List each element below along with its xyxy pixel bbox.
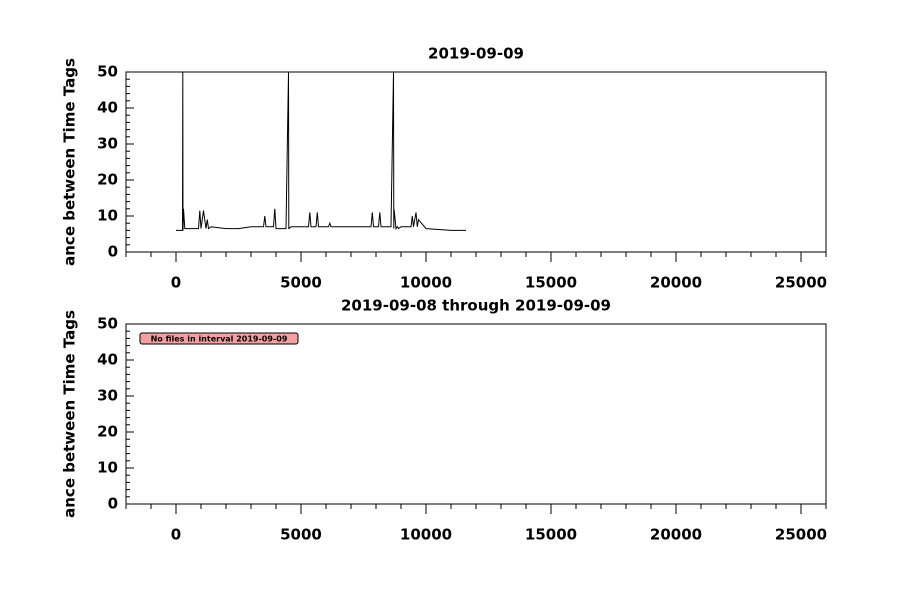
x-tick-label: 15000: [525, 274, 577, 292]
x-tick-label: 10000: [400, 526, 452, 544]
x-tick-label: 25000: [775, 274, 827, 292]
panel-title: 2019-09-08 through 2019-09-09: [341, 297, 611, 315]
y-tick-label: 40: [97, 351, 118, 369]
y-tick-label: 0: [108, 243, 118, 261]
panel-title: 2019-09-09: [428, 45, 524, 63]
panel: 2019-09-09 ance between Time Tags 0 10 20 30 4…: [61, 45, 828, 292]
x-tick-label: 0: [171, 274, 181, 292]
y-tick-label: 50: [97, 63, 118, 81]
y-axis-label: ance between Time Tags: [61, 310, 79, 518]
x-tick-label: 5000: [280, 274, 322, 292]
x-tick-label: 5000: [280, 526, 322, 544]
y-axis-label: ance between Time Tags: [61, 58, 79, 266]
x-tick-label: 25000: [775, 526, 827, 544]
y-tick-label: 30: [97, 387, 118, 405]
plot-frame: [125, 323, 827, 505]
annotation: No files in interval 2019-09-09: [151, 335, 288, 344]
x-tick-label: 20000: [650, 526, 702, 544]
y-tick-label: 30: [97, 135, 118, 153]
x-tick-label: 0: [171, 526, 181, 544]
y-tick-label: 10: [97, 207, 118, 225]
y-tick-label: 40: [97, 99, 118, 117]
x-tick-label: 20000: [650, 274, 702, 292]
y-tick-label: 0: [108, 495, 118, 513]
plot-frame: [125, 71, 827, 253]
panel: 2019-09-08 through 2019-09-09 ance betwee…: [61, 297, 828, 544]
x-tick-label: 15000: [525, 526, 577, 544]
y-tick-label: 50: [97, 315, 118, 333]
annotation-box: [139, 332, 299, 345]
data-line: [176, 71, 466, 231]
y-tick-label: 10: [97, 459, 118, 477]
y-tick-label: 20: [97, 423, 118, 441]
y-tick-label: 20: [97, 171, 118, 189]
x-tick-label: 10000: [400, 274, 452, 292]
